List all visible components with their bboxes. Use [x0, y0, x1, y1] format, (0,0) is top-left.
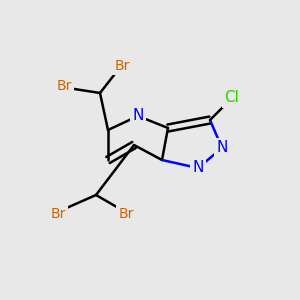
Text: N: N: [132, 109, 144, 124]
Text: N: N: [216, 140, 228, 155]
Text: Br: Br: [114, 59, 130, 73]
Text: Br: Br: [118, 207, 134, 221]
Text: Cl: Cl: [225, 91, 239, 106]
Text: N: N: [192, 160, 204, 175]
Text: Br: Br: [50, 207, 66, 221]
Text: Br: Br: [56, 79, 72, 93]
